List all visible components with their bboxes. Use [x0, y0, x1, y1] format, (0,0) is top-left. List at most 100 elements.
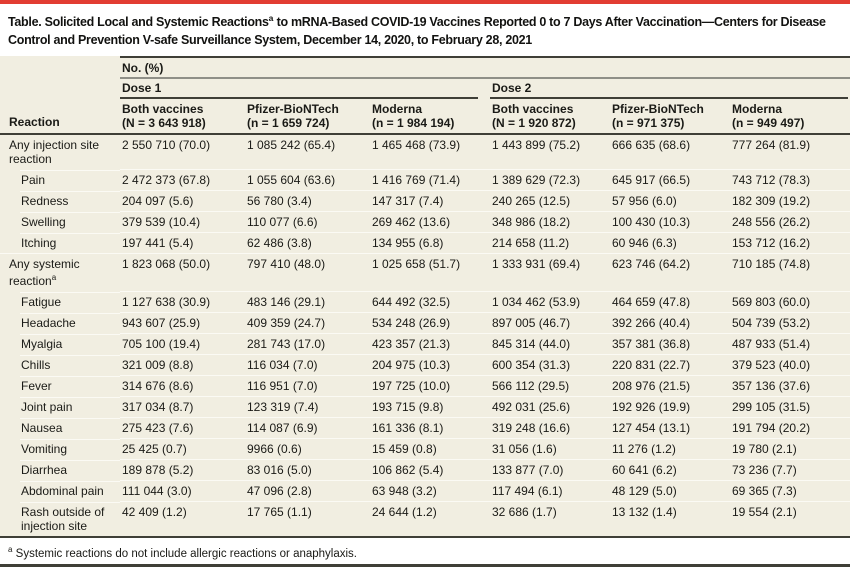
table-row: Fatigue 1 127 638 (30.9) 483 146 (29.1) …: [0, 291, 850, 313]
reaction-column-header: Reaction: [0, 56, 120, 136]
value-cell: 357 381 (36.8): [610, 333, 730, 354]
col-header-dose1-pfizer: Pfizer-BioNTech (n = 1 659 724): [245, 99, 370, 136]
value-cell: 492 031 (25.6): [490, 396, 610, 417]
value-cell: 1 465 468 (73.9): [372, 138, 461, 153]
value-cell: 133 877 (7.0): [490, 459, 610, 480]
value-cell: 1 443 899 (75.2): [492, 138, 581, 153]
value-cell: 17 765 (1.1): [245, 501, 370, 536]
table-row: Pain 2 472 373 (67.8) 1 055 604 (63.6) 1…: [0, 169, 850, 191]
column-n-count: (N = 3 643 918): [122, 116, 206, 131]
reaction-cell: Rash outside of injection site: [0, 501, 120, 537]
value-cell: 379 539 (10.4): [120, 211, 245, 232]
reaction-cell: Any systemic reactiona: [0, 253, 120, 291]
reaction-cell: Fatigue: [0, 291, 120, 313]
value-cell: 1 127 638 (30.9): [120, 291, 245, 312]
value-cell: 73 236 (7.7): [730, 459, 850, 480]
value-cell: 134 955 (6.8): [370, 232, 490, 253]
value-cell: 116 951 (7.0): [245, 375, 370, 396]
value-cell: 845 314 (44.0): [490, 333, 610, 354]
value-cell: 1 085 242 (65.4): [247, 138, 336, 153]
units-header-row: Reaction No. (%): [0, 56, 850, 136]
value-cell: 9966 (0.6): [245, 438, 370, 459]
table-title-lead: Table. Solicited Local and Systemic Reac…: [8, 15, 269, 30]
dose2-group-header: Dose 2: [490, 79, 850, 100]
table-row: Swelling 379 539 (10.4) 110 077 (6.6) 26…: [0, 211, 850, 233]
value-cell: 153 712 (16.2): [730, 232, 850, 253]
value-cell: 31 056 (1.6): [490, 438, 610, 459]
value-cell: 623 746 (64.2): [610, 253, 730, 291]
value-cell: 943 607 (25.9): [120, 312, 245, 333]
column-name: Moderna: [732, 102, 783, 117]
reactions-table: Reaction No. (%) Dose 1 Dose 2 Both vacc…: [0, 56, 850, 539]
value-cell: 534 248 (26.9): [370, 312, 490, 333]
value-cell: 743 712 (78.3): [730, 169, 850, 190]
value-cell: 299 105 (31.5): [730, 396, 850, 417]
column-n-count: (n = 1 659 724): [247, 116, 330, 131]
value-cell: 191 794 (20.2): [730, 417, 850, 438]
column-name: Both vaccines: [492, 102, 574, 117]
value-cell: 348 986 (18.2): [490, 211, 610, 232]
col-header-dose2-both-vaccines: Both vaccines (N = 1 920 872): [490, 99, 610, 136]
value-cell: 197 725 (10.0): [370, 375, 490, 396]
table-row: Myalgia 705 100 (19.4) 281 743 (17.0) 42…: [0, 333, 850, 355]
column-n-count: (N = 1 920 872): [492, 116, 576, 131]
value-cell: 379 523 (40.0): [730, 354, 850, 375]
reaction-cell: Diarrhea: [0, 459, 120, 481]
value-cell: 60 946 (6.3): [610, 232, 730, 253]
table-row: Abdominal pain 111 044 (3.0) 47 096 (2.8…: [0, 480, 850, 502]
value-cell: 117 494 (6.1): [490, 480, 610, 501]
value-cell: 204 975 (10.3): [370, 354, 490, 375]
dose1-label: Dose 1: [120, 79, 478, 100]
value-cell: 83 016 (5.0): [245, 459, 370, 480]
value-cell: 281 743 (17.0): [245, 333, 370, 354]
dose2-label: Dose 2: [490, 79, 849, 100]
value-cell: 24 644 (1.2): [370, 501, 490, 536]
value-cell: 220 831 (22.7): [610, 354, 730, 375]
value-cell: 193 715 (9.8): [370, 396, 490, 417]
dose1-group-header: Dose 1: [120, 79, 490, 100]
table-row: Redness 204 097 (5.6) 56 780 (3.4) 147 3…: [0, 190, 850, 212]
value-cell: 2 550 710 (70.0): [122, 138, 211, 153]
units-header: No. (%): [120, 56, 850, 80]
reaction-cell: Joint pain: [0, 396, 120, 418]
value-cell: 63 948 (3.2): [370, 480, 490, 501]
table-row: Fever 314 676 (8.6) 116 951 (7.0) 197 72…: [0, 375, 850, 397]
value-cell: 645 917 (66.5): [610, 169, 730, 190]
col-header-dose1-both-vaccines: Both vaccines (N = 3 643 918): [120, 99, 245, 136]
value-cell: 42 409 (1.2): [120, 501, 245, 536]
value-cell: 1 389 629 (72.3): [490, 169, 610, 190]
value-cell: 357 136 (37.6): [730, 375, 850, 396]
value-cell: 1 823 068 (50.0): [120, 253, 245, 291]
value-cell: 19 554 (2.1): [730, 501, 850, 536]
value-cell: 710 185 (74.8): [730, 253, 850, 291]
value-cell: 269 462 (13.6): [370, 211, 490, 232]
table-title-rest: to mRNA-Based COVID-19 Vaccines Reported…: [8, 15, 826, 48]
value-cell: 69 365 (7.3): [730, 480, 850, 501]
column-n-count: (n = 971 375): [612, 116, 685, 131]
value-cell: 666 635 (68.6): [612, 138, 691, 153]
value-cell: 114 087 (6.9): [245, 417, 370, 438]
table-row: Vomiting 25 425 (0.7) 9966 (0.6) 15 459 …: [0, 438, 850, 460]
value-cell: 214 658 (11.2): [490, 232, 610, 253]
table-row: Rash outside of injection site 42 409 (1…: [0, 501, 850, 537]
value-cell: 56 780 (3.4): [245, 190, 370, 211]
column-name: Both vaccines: [122, 102, 204, 117]
value-cell: 797 410 (48.0): [245, 253, 370, 291]
value-cell: 197 441 (5.4): [120, 232, 245, 253]
value-cell: 600 354 (31.3): [490, 354, 610, 375]
column-name: Moderna: [372, 102, 423, 117]
value-cell: 897 005 (46.7): [490, 312, 610, 333]
value-cell: 208 976 (21.5): [610, 375, 730, 396]
value-cell: 464 659 (47.8): [610, 291, 730, 312]
table-row: Joint pain 317 034 (8.7) 123 319 (7.4) 1…: [0, 396, 850, 418]
value-cell: 566 112 (29.5): [490, 375, 610, 396]
reaction-cell: Headache: [0, 312, 120, 334]
value-cell: 11 276 (1.2): [610, 438, 730, 459]
value-cell: 47 096 (2.8): [245, 480, 370, 501]
value-cell: 1 333 931 (69.4): [490, 253, 610, 291]
value-cell: 13 132 (1.4): [610, 501, 730, 536]
value-cell: 147 317 (7.4): [370, 190, 490, 211]
table-row: Any systemic reactiona 1 823 068 (50.0) …: [0, 253, 850, 291]
value-cell: 161 336 (8.1): [370, 417, 490, 438]
reaction-cell: Pain: [0, 169, 120, 191]
